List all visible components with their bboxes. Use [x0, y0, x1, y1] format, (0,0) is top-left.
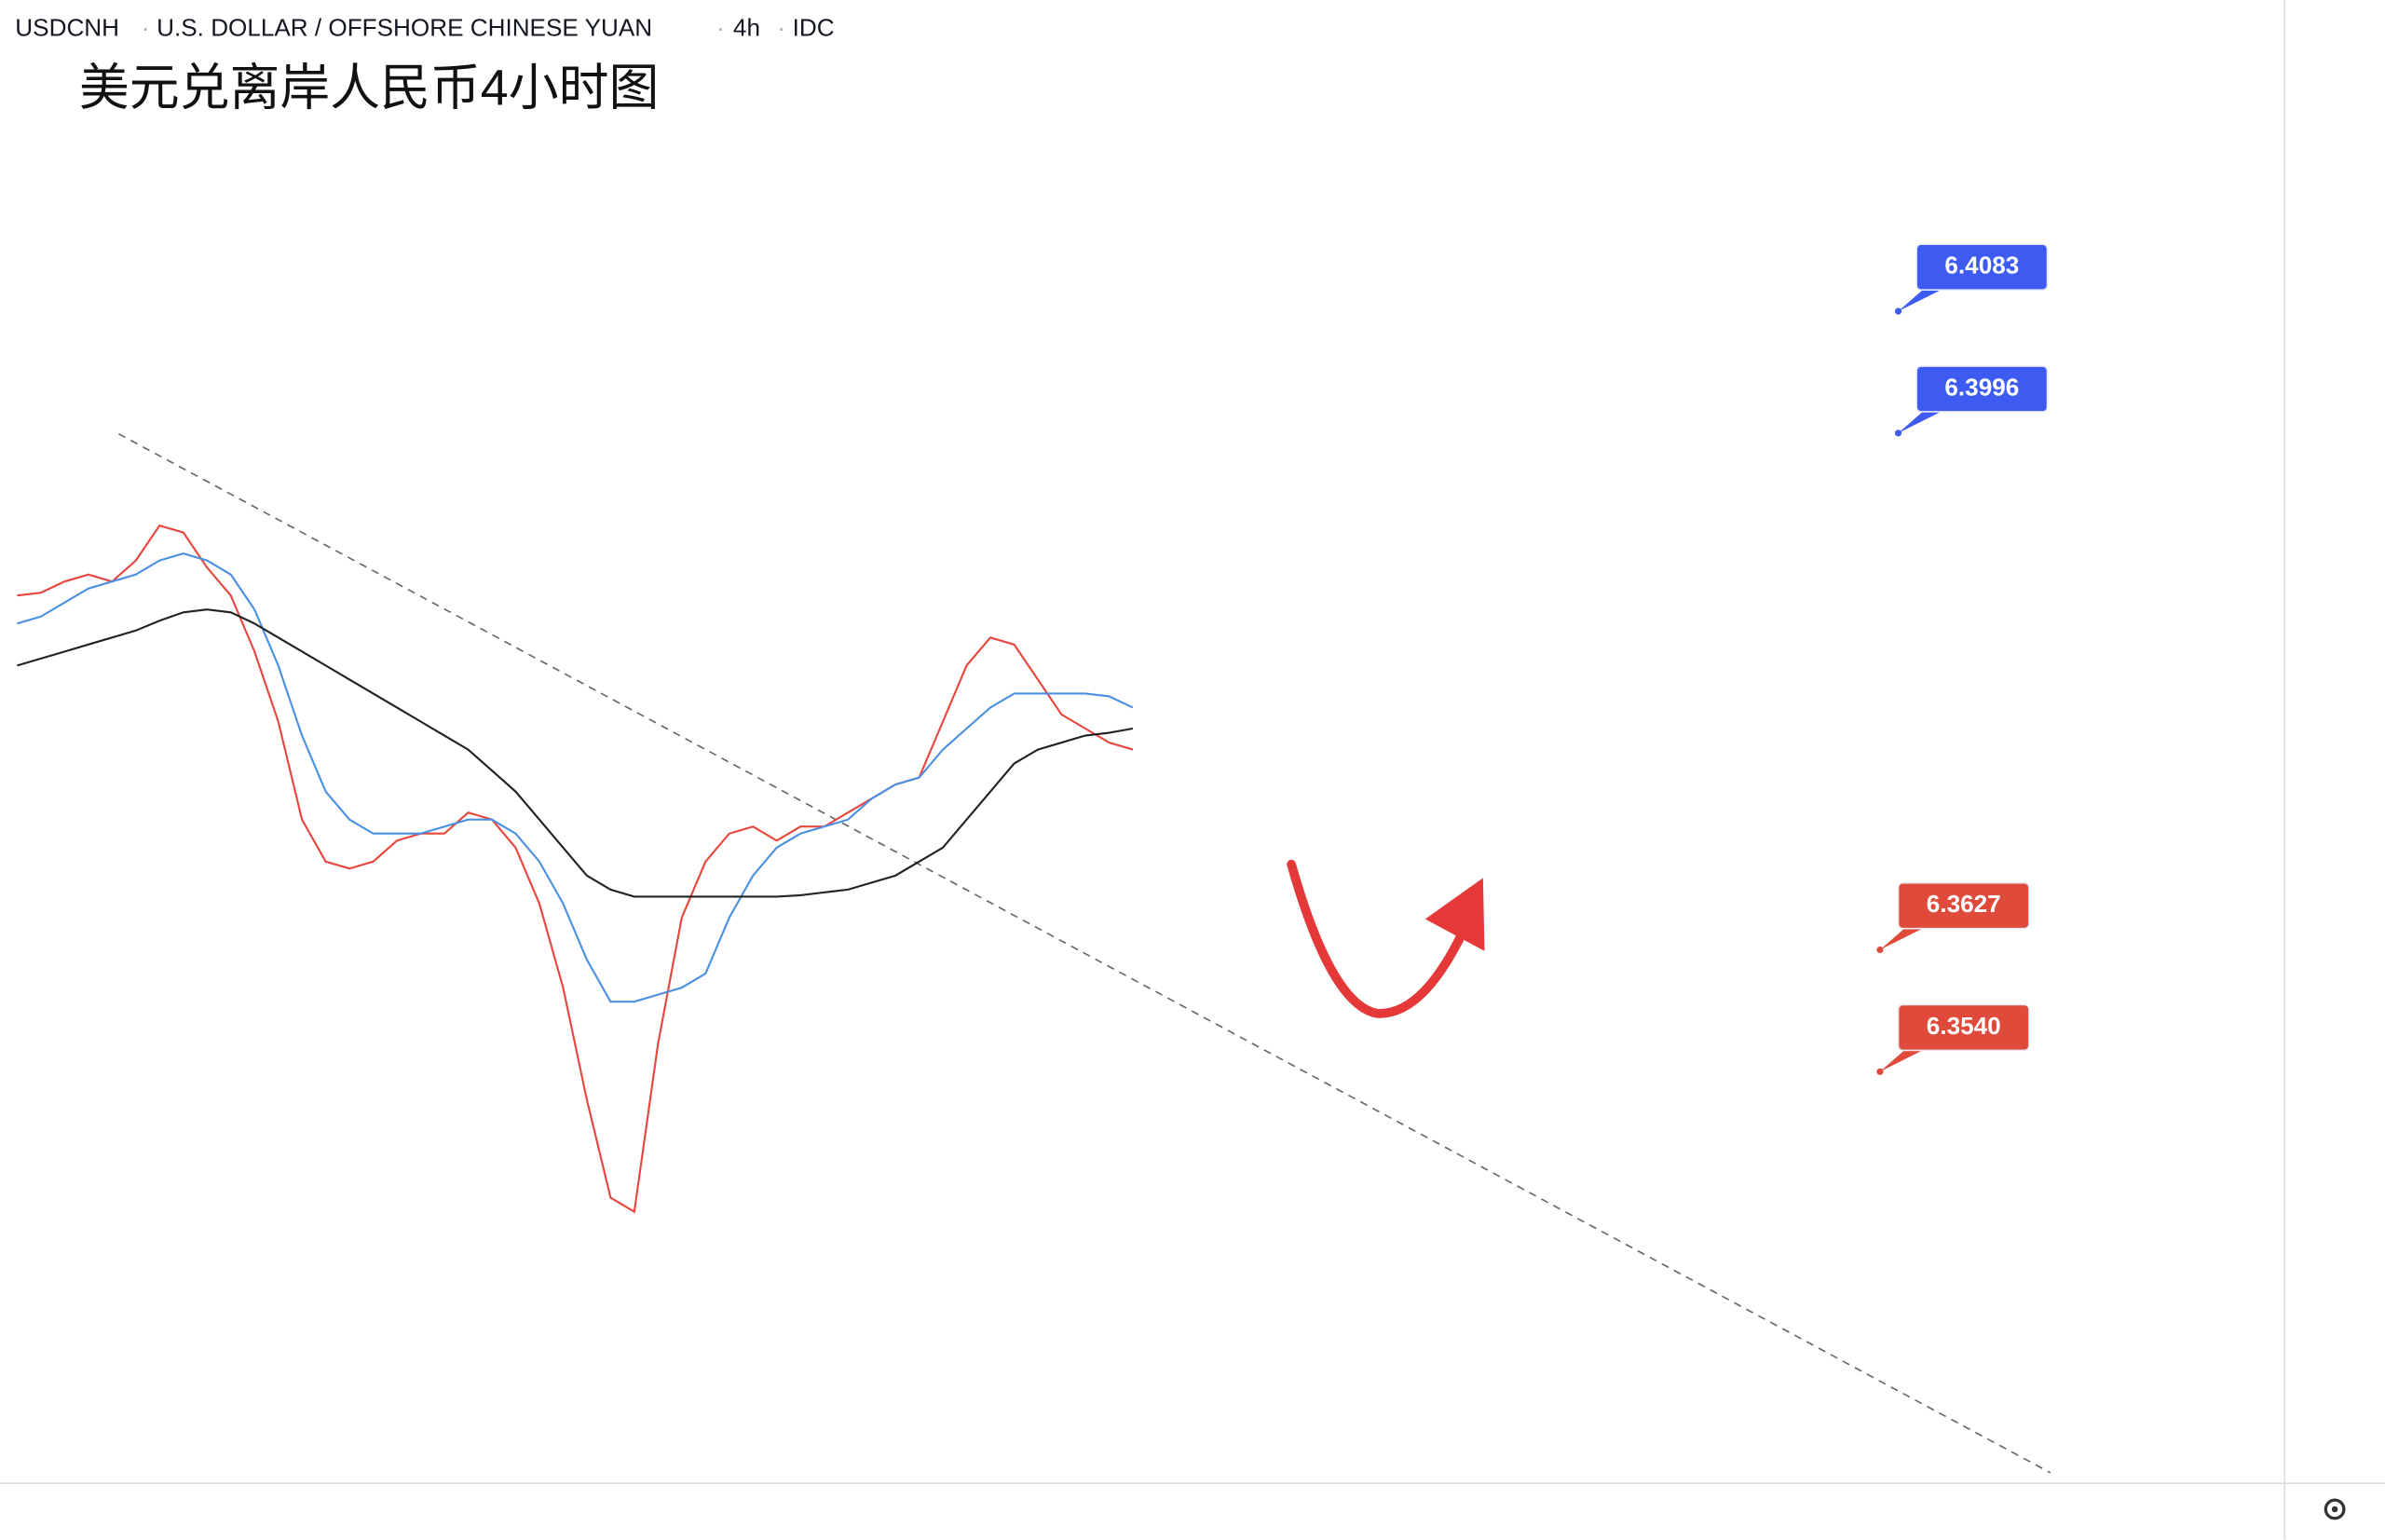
gear-center[interactable] [2331, 1506, 2338, 1513]
gear[interactable] [2324, 1498, 2346, 1520]
symbol: USDCNH [15, 13, 119, 41]
separator: · [716, 13, 725, 41]
callout-label: 6.3540 [1927, 1012, 2001, 1040]
callout-box [1915, 243, 2049, 292]
arrow [1287, 859, 1468, 1018]
callout-box [1897, 881, 2030, 930]
callout-label: 6.3627 [1927, 890, 2001, 918]
callout-anchor [1876, 946, 1884, 954]
source: IDC [793, 13, 835, 41]
callout-anchor [1894, 429, 1902, 437]
callout-label: 6.3996 [1944, 373, 2019, 401]
separator: · [142, 13, 150, 41]
trend-line [117, 432, 2051, 1474]
ma-line [17, 552, 1134, 1003]
header: USDCNH · U.S. DOLLAR / OFFSHORE CHINESE … [15, 13, 834, 116]
instrument: U.S. DOLLAR / OFFSHORE CHINESE YUAN [157, 13, 652, 41]
callout-anchor [1876, 1068, 1884, 1075]
settings-icon[interactable] [2324, 1498, 2346, 1520]
chart-title: 美元兑离岸人民币4小时图 [79, 61, 659, 116]
callout: 6.4083 [1894, 243, 2049, 315]
interval: 4h [733, 13, 760, 41]
ma-line [17, 524, 1134, 1214]
callout-label: 6.4083 [1944, 252, 2019, 279]
callout-box [1897, 1003, 2030, 1052]
ma-line [17, 608, 1134, 898]
callout-anchor [1894, 307, 1902, 315]
moving-averages [17, 524, 1134, 1214]
callout-box [1915, 365, 2049, 413]
arrow-head [1424, 878, 1485, 951]
separator: · [777, 13, 785, 41]
